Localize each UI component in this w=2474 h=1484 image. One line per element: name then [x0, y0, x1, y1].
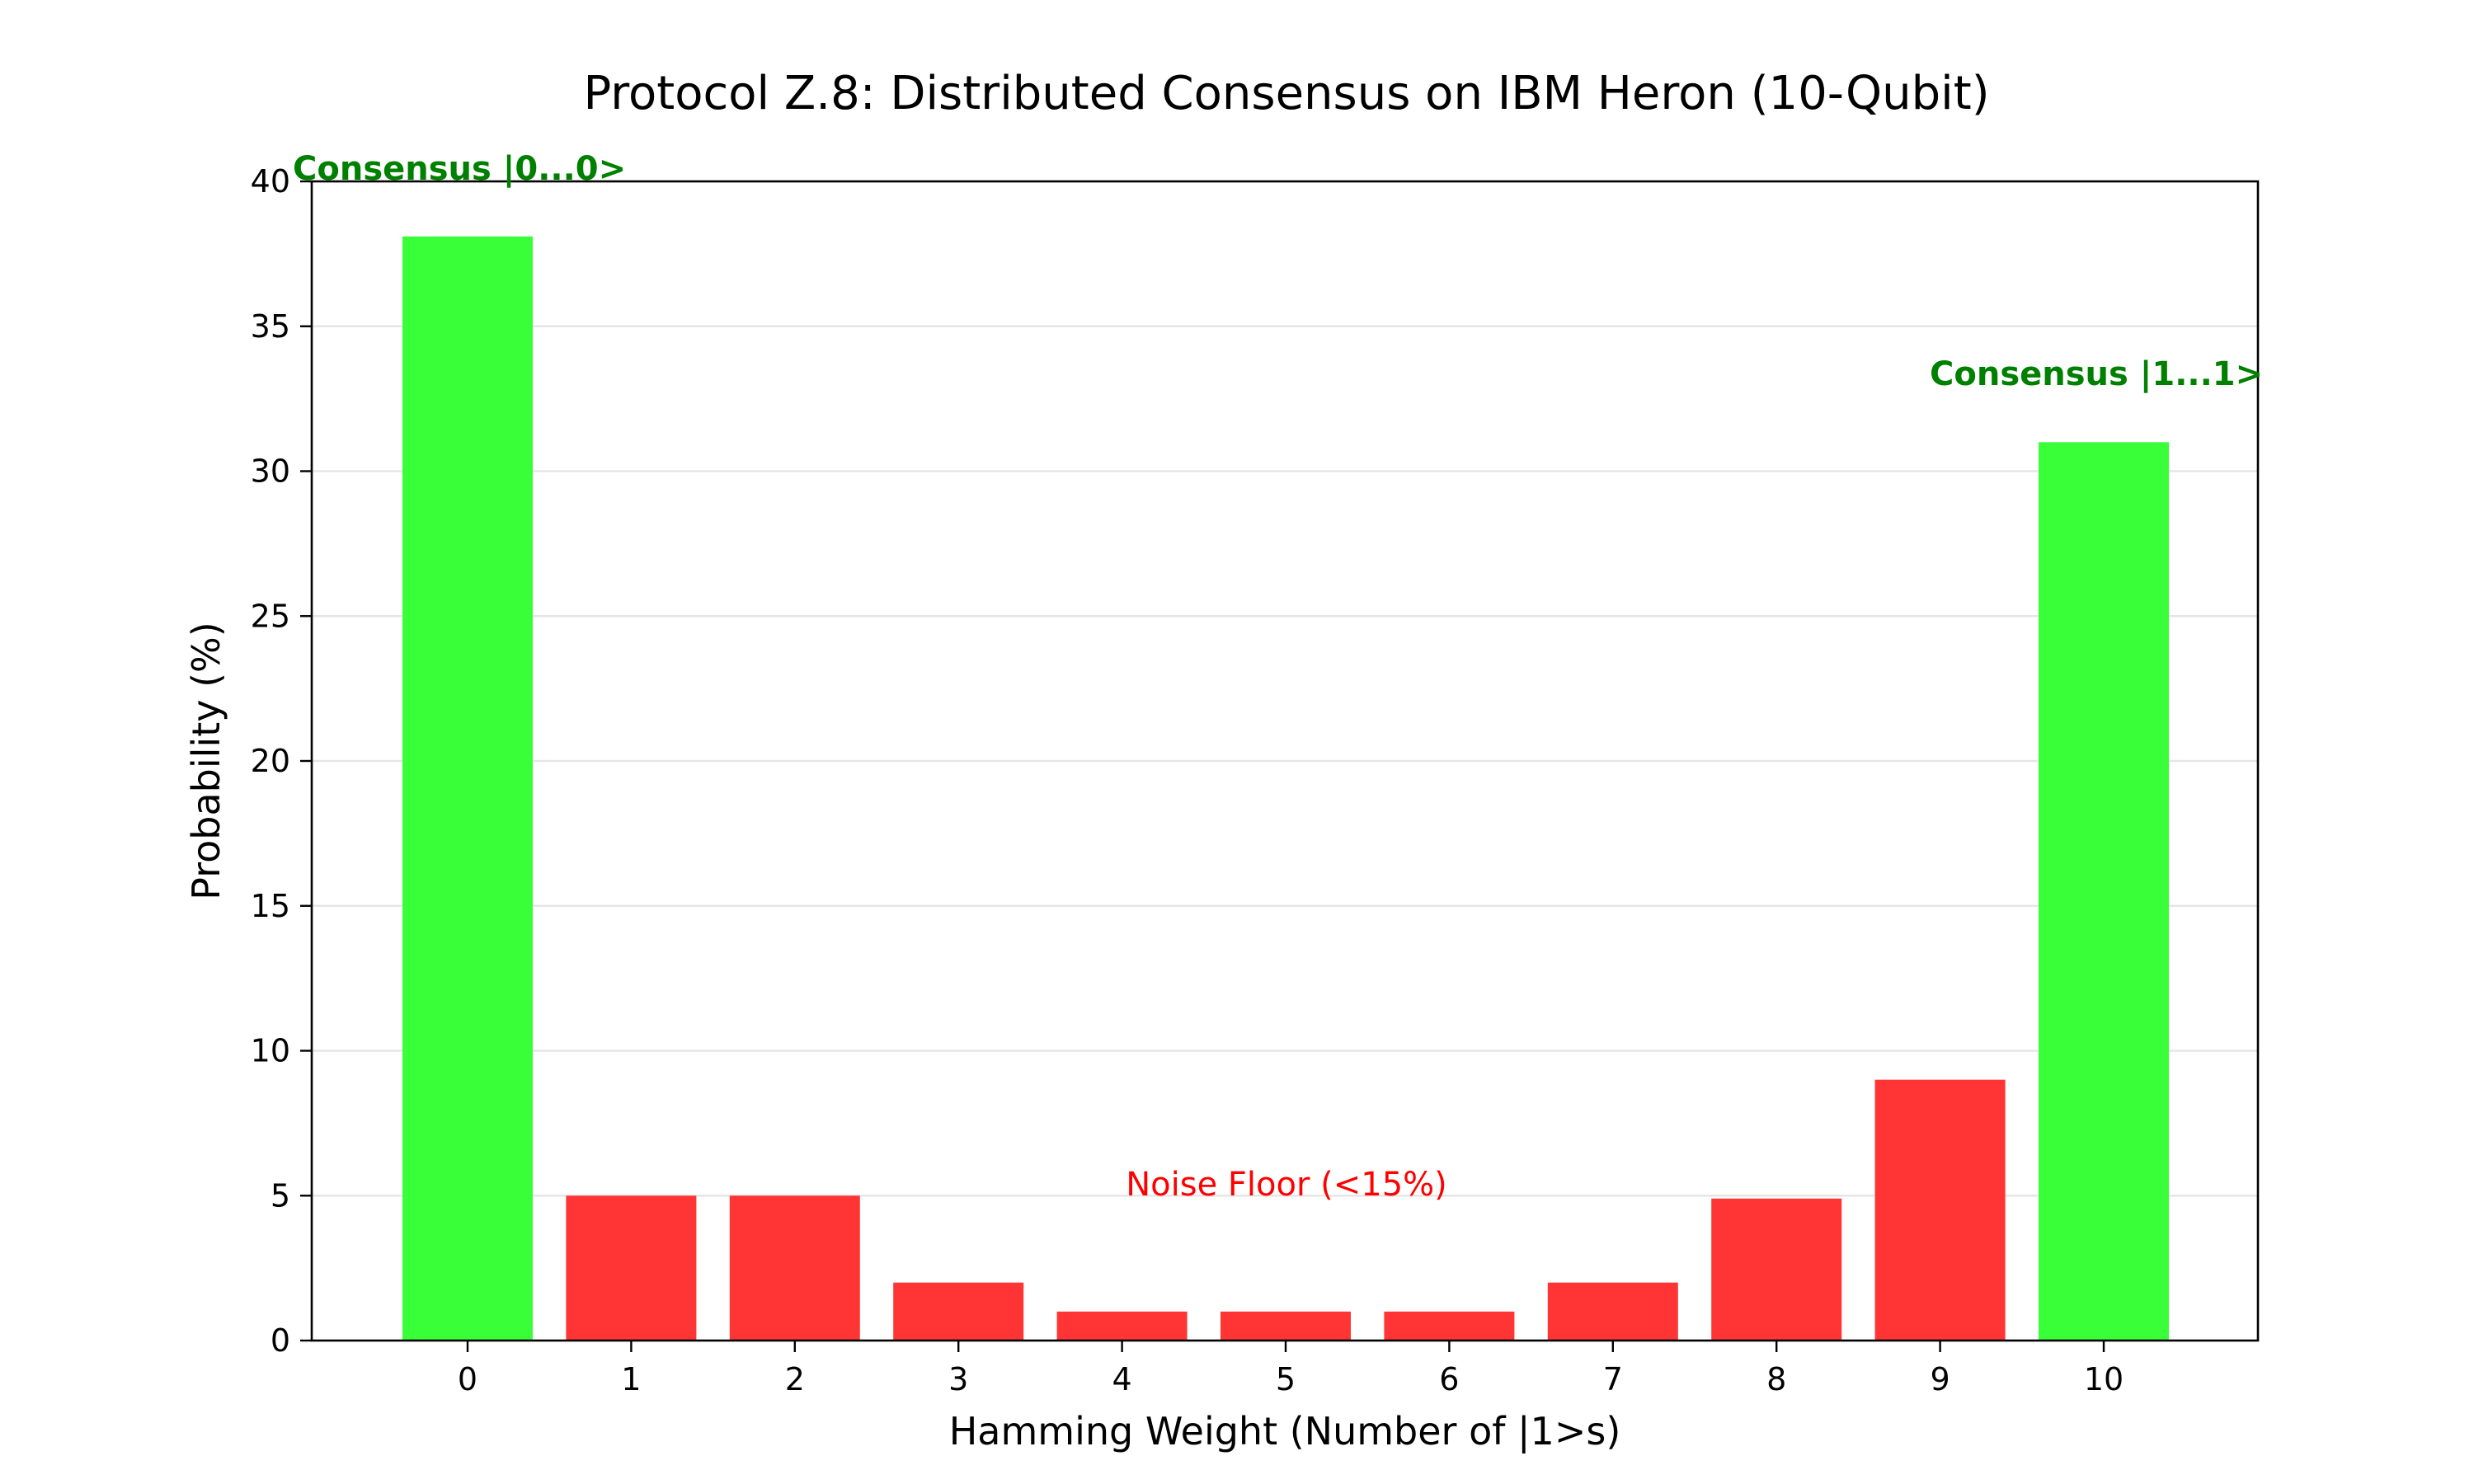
grid-lines [312, 325, 2258, 1197]
x-axis: 0 1 2 3 4 5 6 7 8 9 10 [458, 1341, 2124, 1397]
y-tick-label: 10 [251, 1033, 290, 1069]
x-tick-label: 6 [1439, 1361, 1459, 1397]
x-tick-label: 3 [948, 1361, 968, 1397]
y-tick-label: 35 [251, 308, 290, 345]
y-tick-label: 15 [251, 888, 290, 924]
y-axis-label: Probability (%) [184, 622, 228, 899]
bar-2 [729, 1195, 860, 1341]
y-tick-label: 20 [251, 743, 290, 779]
x-tick-label: 2 [785, 1361, 805, 1397]
x-tick-label: 8 [1766, 1361, 1786, 1397]
bar-0 [402, 236, 533, 1341]
y-axis: 0 5 10 15 20 25 30 35 40 [251, 163, 312, 1359]
y-tick-label: 25 [251, 598, 290, 634]
x-tick-label: 4 [1112, 1361, 1132, 1397]
x-tick-label: 10 [2084, 1361, 2124, 1397]
annotation-consensus-one: Consensus |1...1> [1930, 355, 2263, 394]
annotation-consensus-zero: Consensus |0...0> [293, 150, 626, 189]
bar-7 [1547, 1282, 1678, 1341]
y-tick-label: 40 [251, 163, 290, 200]
y-tick-label: 0 [270, 1322, 290, 1359]
bar-5 [1221, 1311, 1351, 1341]
chart-title: Protocol Z.8: Distributed Consensus on I… [583, 67, 1989, 120]
x-tick-label: 7 [1603, 1361, 1623, 1397]
x-tick-label: 0 [458, 1361, 477, 1397]
x-axis-label: Hamming Weight (Number of |1>s) [949, 1409, 1621, 1454]
bars [402, 236, 2169, 1341]
annotation-noise-floor: Noise Floor (<15%) [1126, 1166, 1447, 1204]
bar-1 [566, 1195, 697, 1341]
bar-10 [2039, 442, 2169, 1341]
bar-9 [1874, 1079, 2006, 1341]
bar-3 [893, 1282, 1024, 1341]
x-tick-label: 9 [1931, 1361, 1950, 1397]
y-tick-label: 5 [270, 1177, 290, 1214]
bar-8 [1711, 1198, 1842, 1341]
y-tick-label: 30 [251, 453, 290, 490]
bar-6 [1384, 1311, 1515, 1341]
bar-4 [1056, 1311, 1188, 1341]
x-tick-label: 1 [621, 1361, 641, 1397]
x-tick-label: 5 [1276, 1361, 1296, 1397]
